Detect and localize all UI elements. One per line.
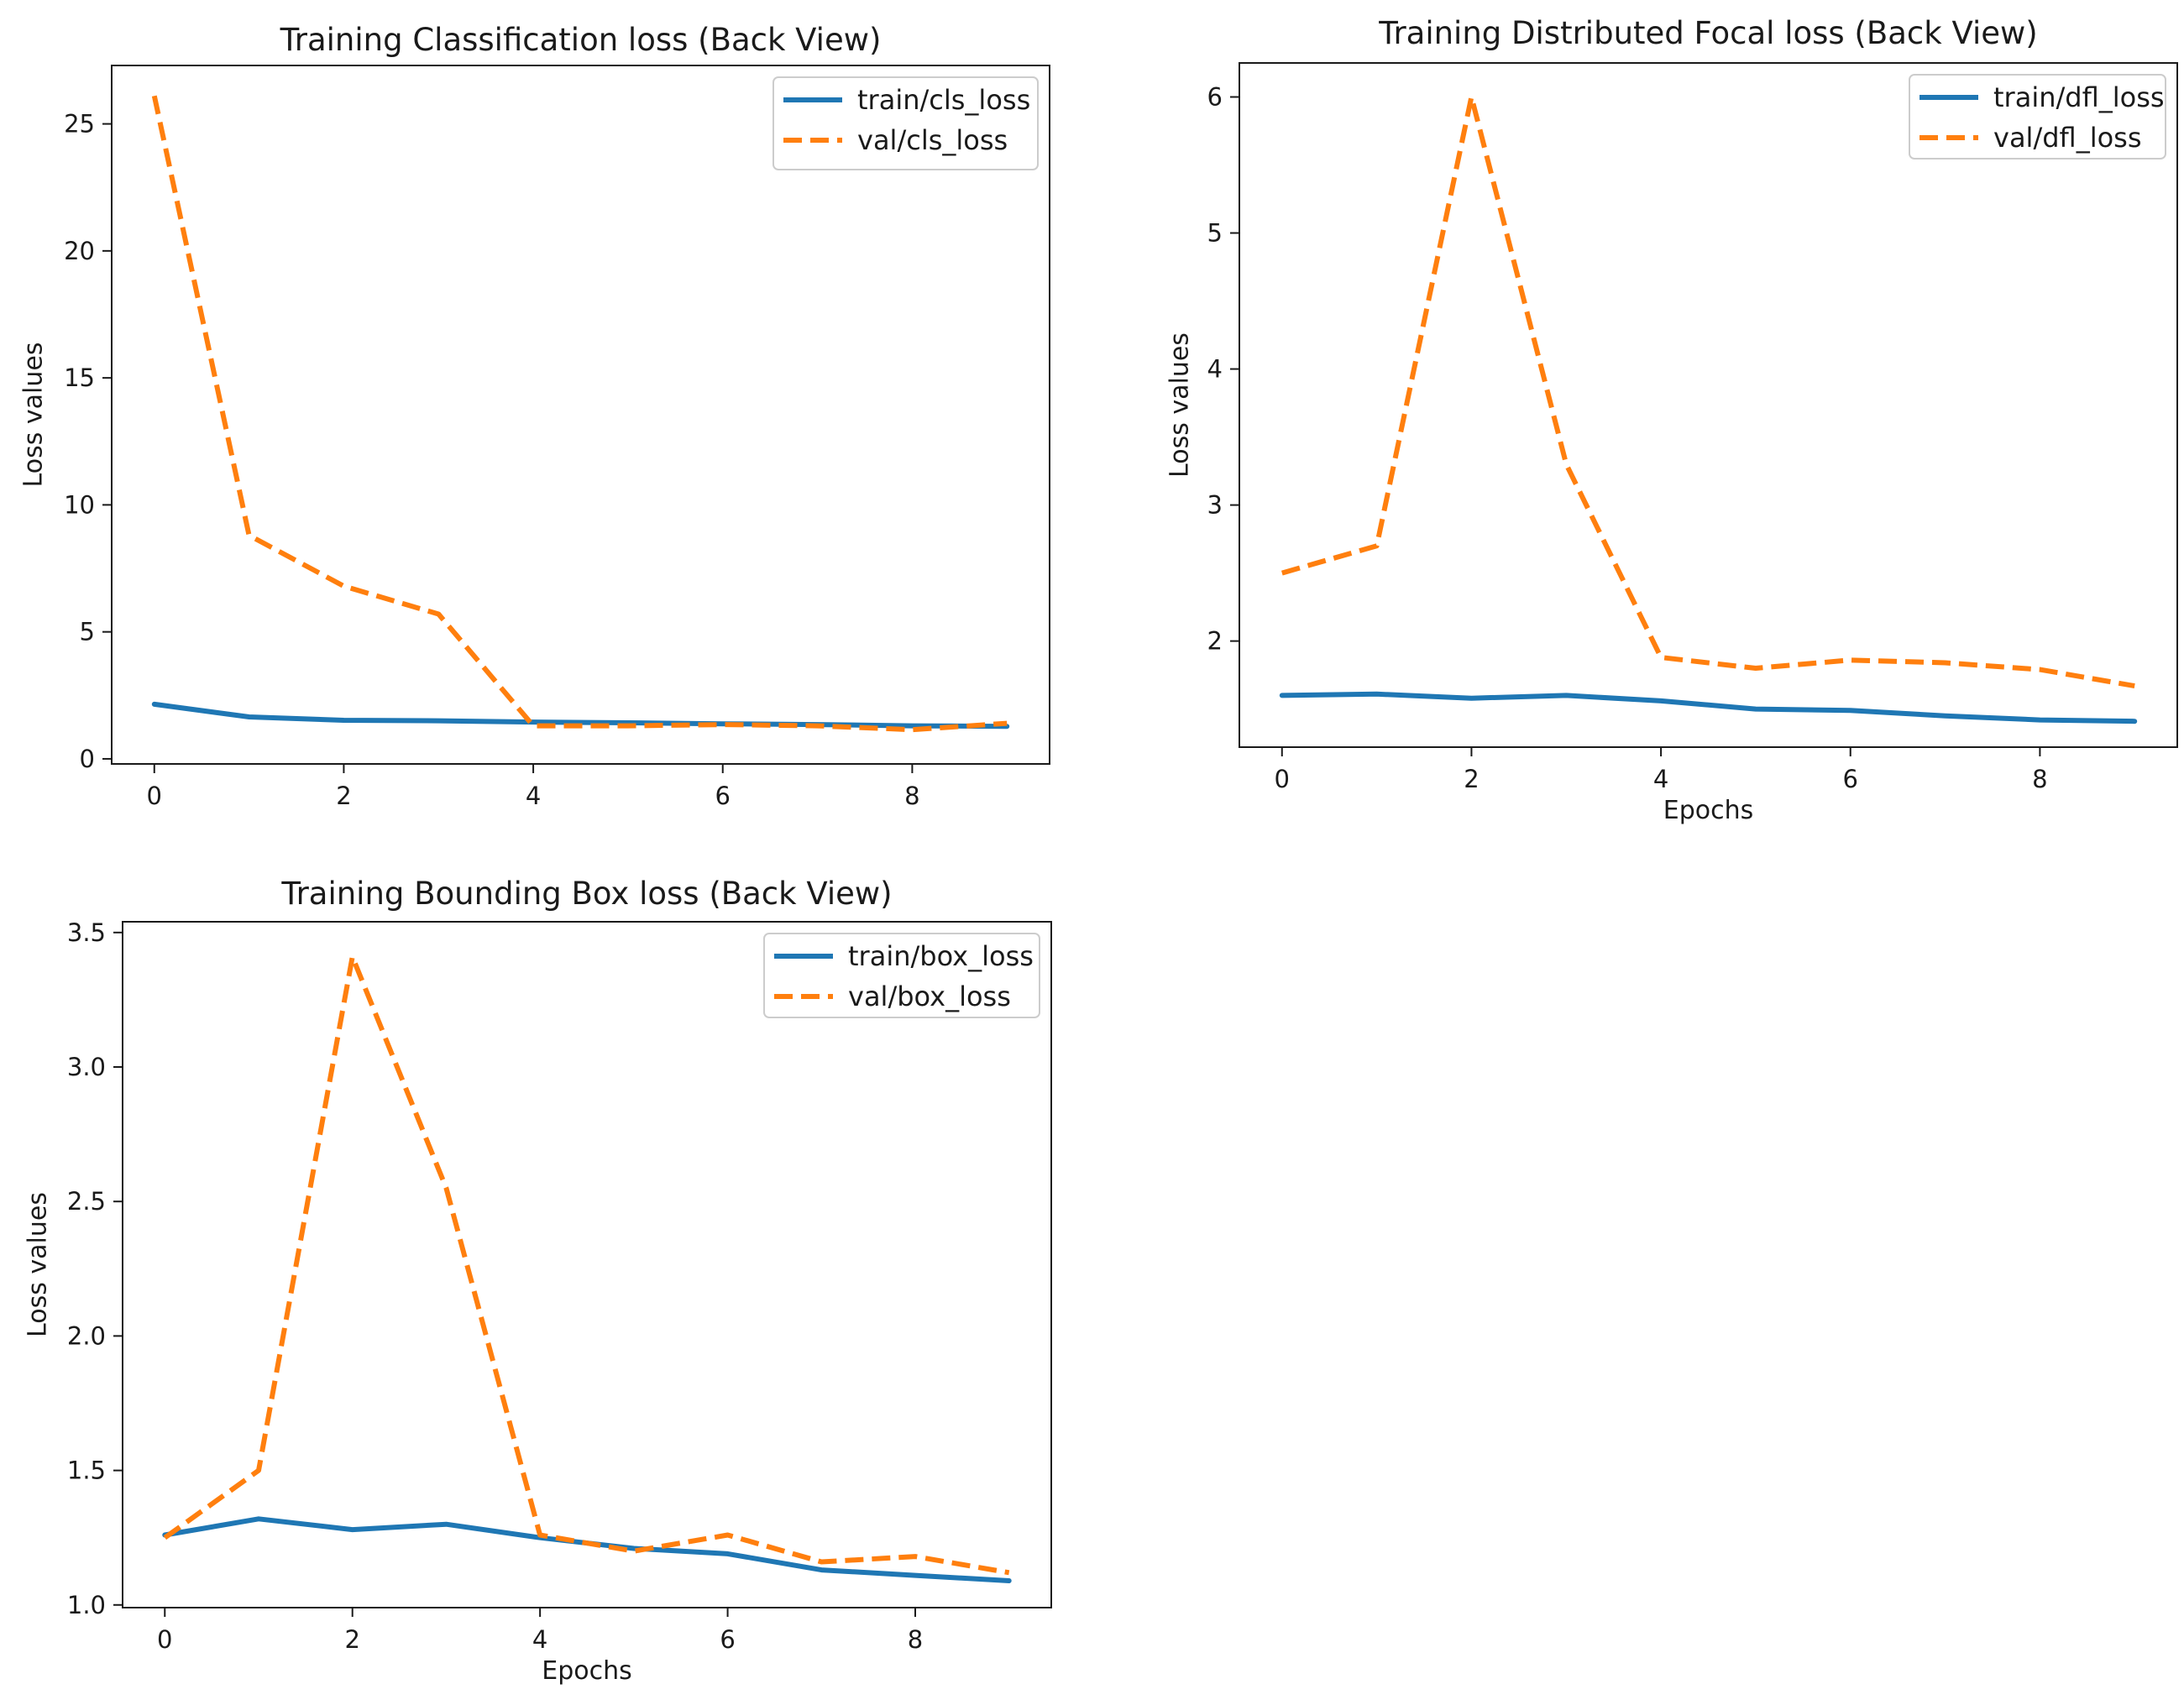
y-tick-label: 1.0: [67, 1591, 106, 1619]
y-axis-label: Loss values: [1165, 332, 1195, 478]
x-tick-label: 0: [157, 1625, 172, 1654]
chart-focal: Training Distributed Focal loss (Back Vi…: [1165, 15, 2178, 825]
x-axis-label: Epochs: [1663, 796, 1754, 825]
y-tick-label: 3.5: [67, 918, 106, 947]
y-tick-label: 4: [1207, 355, 1223, 384]
legend: train/box_loss val/box_loss: [763, 933, 1040, 1018]
y-axis-label: Loss values: [24, 1192, 53, 1337]
y-tick-label: 20: [64, 237, 95, 265]
x-tick-label: 8: [908, 1625, 923, 1654]
x-tick-label: 6: [1843, 765, 1858, 793]
y-tick-label: 0: [80, 745, 95, 773]
x-tick-label: 2: [1464, 765, 1479, 793]
series-line-train-dfl-loss: [1279, 691, 2138, 724]
legend-label: val/box_loss: [848, 981, 1011, 1012]
x-tick-label: 4: [526, 782, 541, 810]
y-tick-label: 5: [80, 618, 95, 646]
series-line-val-box-loss: [163, 954, 1010, 1576]
axes-frame: [111, 65, 1050, 765]
y-tick-label: 25: [64, 110, 95, 139]
x-tick-label: 0: [147, 782, 162, 810]
x-tick-label: 8: [904, 782, 919, 810]
legend: train/cls_loss val/cls_loss: [773, 76, 1039, 170]
y-tick-label: 5: [1207, 219, 1223, 248]
x-tick-label: 4: [1653, 765, 1668, 793]
y-tick-label: 1.5: [67, 1457, 106, 1485]
x-tick-label: 6: [720, 1625, 735, 1654]
legend-label: train/cls_loss: [857, 84, 1030, 116]
chart-bbox: Training Bounding Box loss (Back View) Lo…: [24, 876, 1052, 1686]
y-tick-label: 10: [64, 490, 95, 519]
y-tick-label: 3.0: [67, 1053, 106, 1081]
x-tick-label: 8: [2032, 765, 2047, 793]
x-tick-label: 4: [532, 1625, 547, 1654]
axes-frame: [122, 921, 1052, 1608]
y-tick-label: 15: [64, 363, 95, 392]
chart-title: Training Bounding Box loss (Back View): [280, 876, 892, 912]
y-tick-label: 6: [1207, 83, 1223, 112]
chart-title: Training Classification loss (Back View): [280, 22, 882, 58]
series-line-train-cls-loss: [151, 701, 1010, 730]
axes-frame: [1239, 62, 2178, 748]
y-tick-label: 2: [1207, 627, 1223, 656]
legend-label: train/dfl_loss: [1993, 81, 2165, 113]
y-axis-label: Loss values: [19, 343, 49, 488]
legend-label: val/dfl_loss: [1993, 122, 2142, 154]
series-line-val-dfl-loss: [1281, 94, 2135, 689]
x-tick-label: 2: [344, 1625, 359, 1654]
x-tick-label: 6: [715, 782, 731, 810]
y-tick-label: 2.0: [67, 1321, 106, 1350]
legend-label: train/box_loss: [848, 940, 1034, 972]
y-tick-label: 3: [1207, 491, 1223, 520]
legend-label: val/cls_loss: [857, 124, 1008, 156]
x-axis-label: Epochs: [542, 1656, 632, 1686]
series-line-val-cls-loss: [151, 95, 1008, 733]
x-tick-label: 0: [1275, 765, 1290, 793]
y-tick-label: 2.5: [67, 1187, 106, 1216]
chart-title: Training Distributed Focal loss (Back Vi…: [1378, 15, 2037, 51]
legend: train/dfl_loss val/dfl_loss: [1909, 74, 2166, 160]
chart-classification: Training Classification loss (Back View)…: [19, 22, 1050, 810]
x-tick-label: 2: [336, 782, 351, 810]
